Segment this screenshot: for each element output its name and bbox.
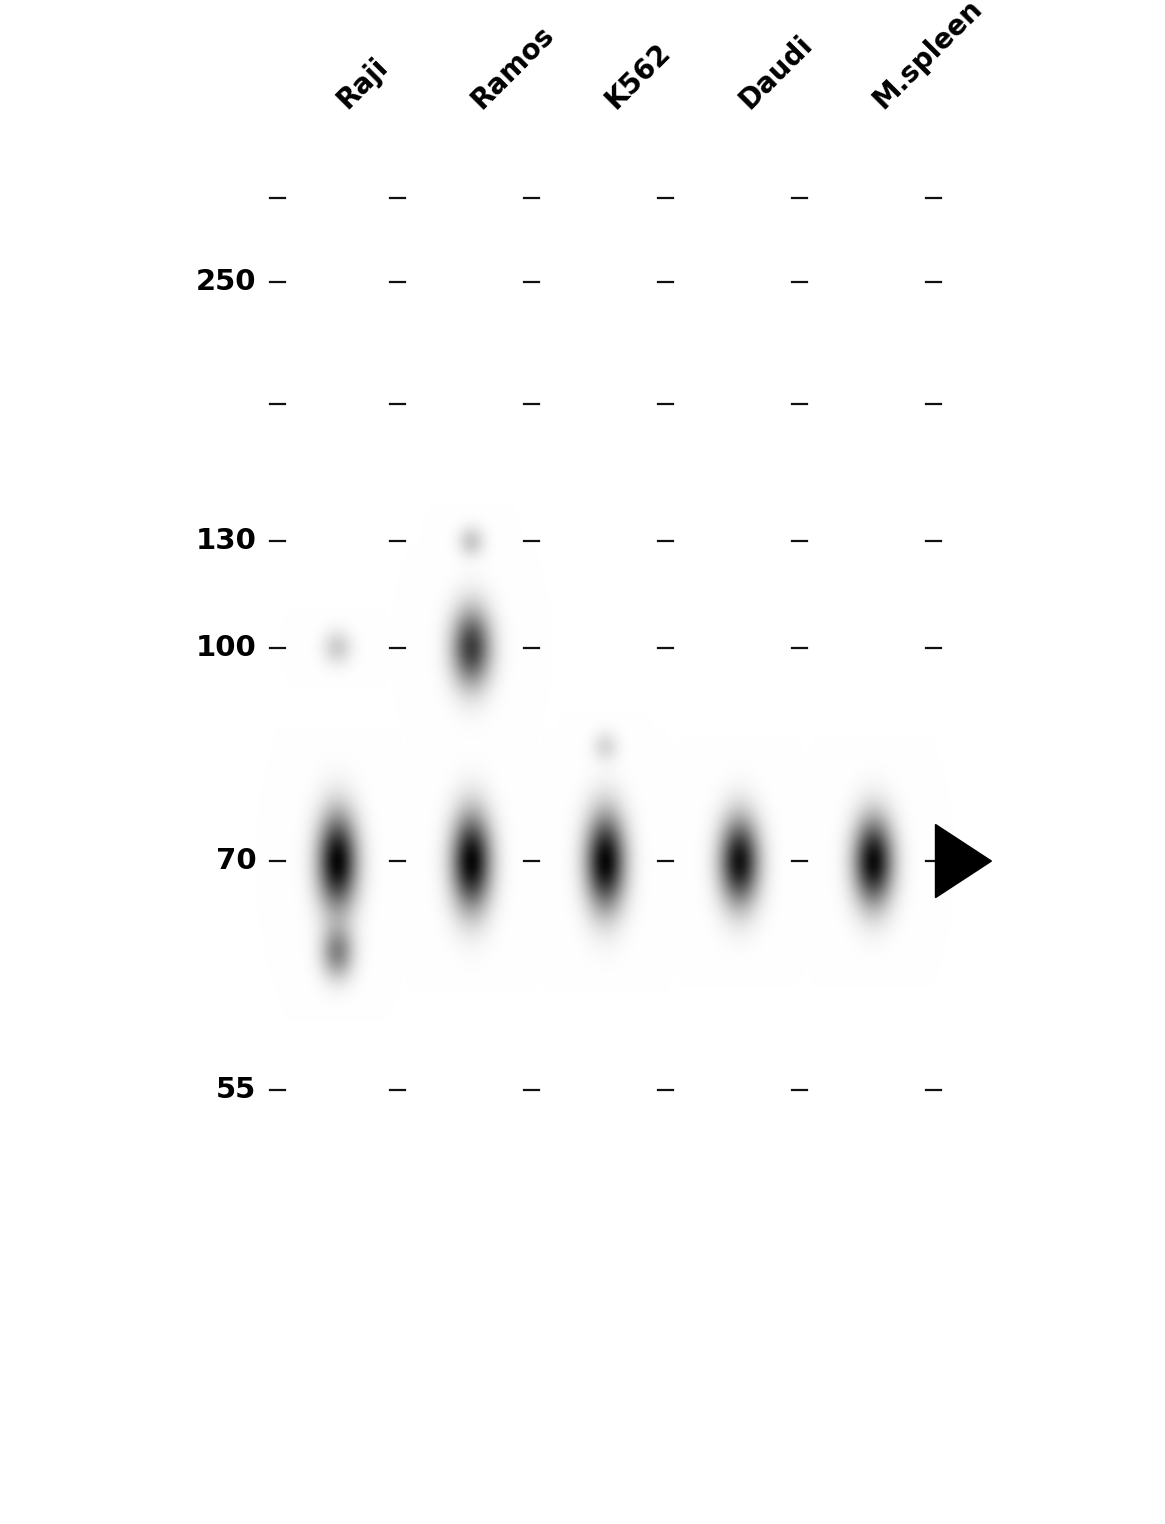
Text: 70: 70 (216, 847, 256, 875)
Text: M.spleen: M.spleen (868, 0, 988, 114)
Text: 100: 100 (196, 634, 256, 661)
Bar (553, 122, 658, 1448)
Text: Daudi: Daudi (734, 30, 818, 114)
Text: 55: 55 (216, 1076, 256, 1103)
Bar (821, 122, 926, 1448)
Text: Ramos: Ramos (466, 20, 559, 114)
Text: 130: 130 (196, 527, 256, 555)
Bar (285, 122, 390, 1448)
Text: K562: K562 (600, 38, 676, 114)
Bar (419, 122, 524, 1448)
Text: Raji: Raji (332, 52, 394, 114)
Text: 250: 250 (196, 268, 256, 296)
Polygon shape (935, 824, 991, 898)
Bar (687, 122, 792, 1448)
